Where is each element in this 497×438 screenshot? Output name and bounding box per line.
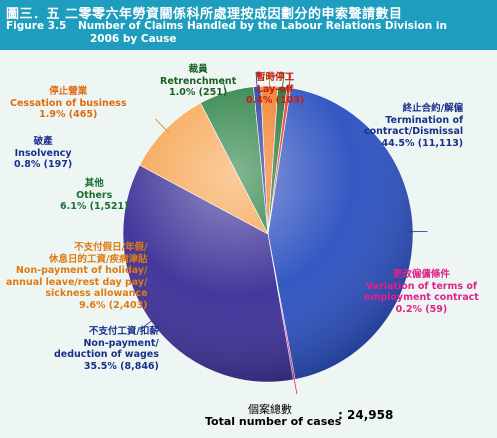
- title-banner: 圖三．五 二零零六年勞資關係科所處理按成因劃分的申索聲請數目 Figure 3.…: [0, 0, 497, 50]
- label-insolvency: 破產 Insolvency 0.8% (197): [14, 136, 72, 171]
- total-number: 24,958: [347, 408, 394, 422]
- label-retrenchment-value: 1.0% (251): [169, 87, 228, 98]
- label-layoff-zh: 暫時停工: [256, 72, 295, 83]
- label-layoff-en: Lay-off: [256, 83, 294, 95]
- label-holiday-pay: 不支付假日/年假/ 休息日的工資/疾病津貼 Non-payment of hol…: [6, 242, 148, 311]
- label-holiday-pay-en1: Non-payment of holiday/: [15, 265, 148, 276]
- label-termination-zh: 終止合約/解僱: [402, 103, 464, 114]
- label-retrenchment-zh: 裁員: [188, 64, 208, 75]
- label-variation-value: 0.2% (59): [395, 303, 448, 315]
- chart-title-en-line1: Number of Claims Handled by the Labour R…: [78, 20, 447, 32]
- label-nonpayment-wages-zh: 不支付工資/扣薪: [88, 326, 159, 337]
- label-cessation-en: Cessation of business: [10, 97, 127, 109]
- label-cessation-zh: 停止營業: [49, 86, 88, 97]
- chart-title-en-line2: 2006 by Cause: [90, 33, 177, 45]
- label-insolvency-en: Insolvency: [14, 147, 72, 159]
- figure-number: Figure 3.5: [6, 20, 67, 32]
- label-insolvency-value: 0.8% (197): [14, 159, 73, 170]
- total-value: : 24,958: [338, 408, 393, 422]
- label-others-zh: 其他: [84, 178, 104, 189]
- label-retrenchment: 裁員 Retrenchment 1.0% (251): [160, 64, 236, 99]
- leader-line-holiday-pay: [154, 118, 170, 134]
- label-variation-en2: employment contract: [364, 292, 479, 303]
- label-others-en: Others: [76, 189, 113, 201]
- label-nonpayment-wages-value: 35.5% (8,846): [83, 360, 159, 372]
- label-insolvency-zh: 破產: [33, 136, 53, 147]
- label-layoff: 暫時停工 Lay-off 0.4% (103): [246, 72, 304, 107]
- label-others: 其他 Others 6.1% (1,521): [60, 178, 128, 213]
- label-variation-zh: 更改僱傭條件: [392, 269, 450, 280]
- label-retrenchment-en: Retrenchment: [160, 75, 237, 87]
- label-holiday-pay-en2: annual leave/rest day pay/: [6, 276, 148, 288]
- label-nonpayment-wages-en2: deduction of wages: [54, 349, 159, 360]
- label-cessation: 停止營業 Cessation of business 1.9% (465): [10, 86, 127, 121]
- chart-title-zh: 圖三．五 二零零六年勞資關係科所處理按成因劃分的申索聲請數目: [6, 7, 403, 22]
- label-holiday-pay-en3: sickness allowance: [45, 288, 148, 299]
- label-cessation-value: 1.9% (465): [39, 109, 98, 120]
- total-separator: :: [338, 408, 343, 422]
- chart-title-en: Figure 3.5 Number of Claims Handled by th…: [6, 20, 476, 46]
- label-nonpayment-wages: 不支付工資/扣薪 Non-payment/ deduction of wages…: [54, 326, 159, 372]
- label-termination-en2: contract/Dismissal: [364, 126, 464, 137]
- label-nonpayment-wages-en1: Non-payment/: [83, 337, 159, 349]
- label-termination: 終止合約/解僱 Termination of contract/Dismissa…: [364, 103, 463, 149]
- label-variation: 更改僱傭條件 Variation of terms of employment …: [364, 269, 479, 315]
- label-layoff-value: 0.4% (103): [246, 95, 305, 106]
- label-variation-en1: Variation of terms of: [365, 280, 477, 292]
- label-holiday-pay-value: 9.6% (2,403): [79, 299, 148, 311]
- total-label-zh: 個案總數: [248, 403, 292, 416]
- total-label-en: Total number of cases: [205, 415, 342, 428]
- label-holiday-pay-zh1: 不支付假日/年假/: [74, 242, 148, 253]
- label-termination-en1: Termination of: [385, 114, 464, 126]
- label-holiday-pay-zh2: 休息日的工資/疾病津貼: [49, 253, 148, 265]
- label-others-value: 6.1% (1,521): [60, 201, 129, 212]
- label-termination-value: 44.5% (11,113): [381, 137, 464, 149]
